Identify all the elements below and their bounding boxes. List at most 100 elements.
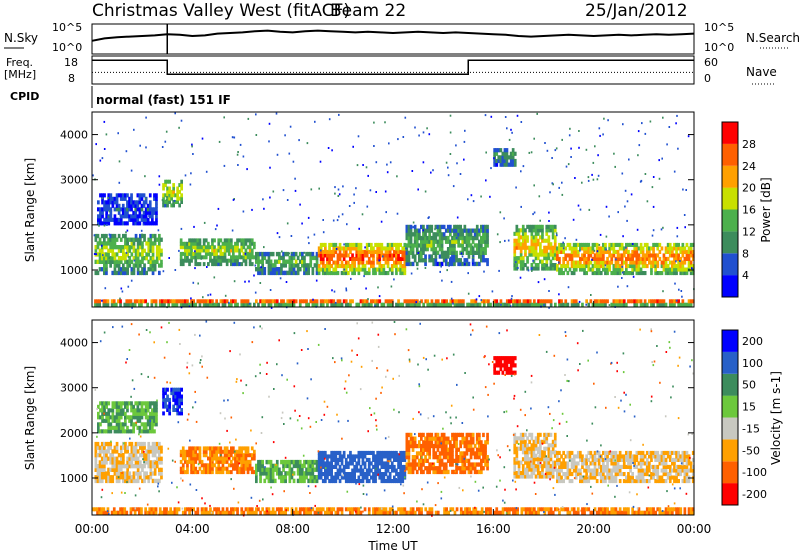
power-cell — [244, 255, 248, 260]
velocity-cell — [151, 471, 155, 476]
power-cell — [625, 267, 628, 272]
power-scatter — [310, 188, 313, 191]
power-scatter — [348, 205, 351, 207]
power-cell — [166, 179, 169, 184]
power-scatter — [676, 235, 679, 238]
power-cell — [186, 302, 189, 307]
power-scatter — [683, 214, 686, 216]
velocity-cell — [549, 450, 553, 455]
velocity-cell — [420, 451, 423, 456]
velocity-cell — [432, 447, 436, 452]
velocity-cell — [134, 478, 138, 484]
power-scatter — [269, 289, 272, 291]
power-cell — [132, 237, 136, 242]
power-cell — [99, 214, 102, 219]
velocity-cell — [361, 457, 365, 462]
power-cell — [113, 233, 117, 239]
power-cell — [311, 302, 315, 307]
velocity-cell — [280, 459, 283, 465]
velocity-cell — [248, 466, 252, 471]
power-cell — [103, 193, 106, 198]
power-cell — [438, 239, 442, 244]
power-cell — [440, 232, 444, 237]
power-cell — [541, 302, 545, 307]
velocity-cell — [511, 359, 515, 364]
velocity-cell — [213, 456, 216, 461]
velocity-cell — [149, 471, 153, 476]
power-scatter — [508, 138, 511, 141]
power-cell — [111, 200, 115, 205]
power-scatter — [503, 217, 505, 220]
power-cell — [136, 270, 140, 276]
power-scatter — [223, 116, 225, 119]
power-cell — [467, 261, 471, 267]
power-cell — [349, 256, 352, 261]
velocity-cell — [166, 387, 169, 392]
power-cell — [353, 267, 356, 272]
power-cell — [480, 258, 483, 263]
power-cell — [403, 267, 407, 272]
power-cell — [355, 267, 359, 272]
velocity-cell — [604, 475, 607, 480]
power-cell — [505, 148, 509, 153]
power-cell — [652, 246, 655, 251]
power-scatter — [414, 126, 416, 129]
power-cell — [424, 258, 427, 263]
velocity-cell — [194, 456, 198, 461]
power-cell — [668, 246, 672, 251]
power-cell — [631, 271, 634, 276]
velocity-cell — [128, 441, 132, 447]
power-cell — [166, 189, 169, 194]
power-cell — [401, 253, 405, 258]
power-scatter — [352, 145, 354, 148]
velocity-cell — [599, 479, 603, 484]
velocity-cell — [155, 456, 159, 461]
velocity-cell — [378, 468, 382, 473]
power-scatter — [362, 164, 364, 166]
power-scatter — [388, 142, 390, 145]
power-scatter — [173, 199, 176, 202]
power-cell — [363, 264, 367, 269]
power-cell — [221, 245, 225, 250]
velocity-cell — [353, 454, 356, 459]
power-cell — [155, 196, 158, 201]
velocity-cell — [134, 411, 138, 416]
power-cell — [395, 302, 398, 307]
velocity-cell — [301, 475, 304, 480]
power-cell — [677, 253, 680, 258]
power-scatter — [485, 179, 487, 182]
power-cell — [107, 237, 110, 242]
velocity-cell — [451, 455, 454, 460]
power-cell — [103, 270, 106, 276]
power-cell — [572, 253, 576, 258]
power-cell — [645, 249, 649, 254]
power-cell — [188, 245, 191, 250]
power-scatter — [449, 153, 452, 155]
power-cell — [321, 256, 325, 261]
velocity-cell — [138, 401, 142, 406]
power-cell — [336, 264, 340, 269]
velocity-cell — [107, 471, 110, 476]
velocity-cell — [534, 436, 538, 441]
power-cell — [643, 264, 647, 269]
velocity-cell — [119, 467, 123, 472]
power-cell — [255, 255, 258, 261]
velocity-cell — [99, 408, 102, 413]
power-cell — [113, 214, 117, 219]
power-cell — [547, 256, 551, 261]
power-scatter — [599, 233, 602, 236]
velocity-cell — [556, 475, 559, 480]
velocity-cell — [572, 464, 576, 469]
power-cell — [160, 248, 163, 253]
velocity-cell — [151, 460, 155, 465]
power-cell — [342, 249, 346, 254]
power-cell — [190, 258, 193, 263]
power-cell — [641, 246, 645, 251]
velocity-cell — [455, 455, 458, 460]
velocity-cell — [97, 415, 100, 420]
power-cell — [145, 252, 148, 257]
velocity-cell — [513, 446, 517, 451]
power-cell — [248, 245, 252, 250]
power-cell — [196, 238, 200, 243]
velocity-cell — [459, 443, 462, 449]
